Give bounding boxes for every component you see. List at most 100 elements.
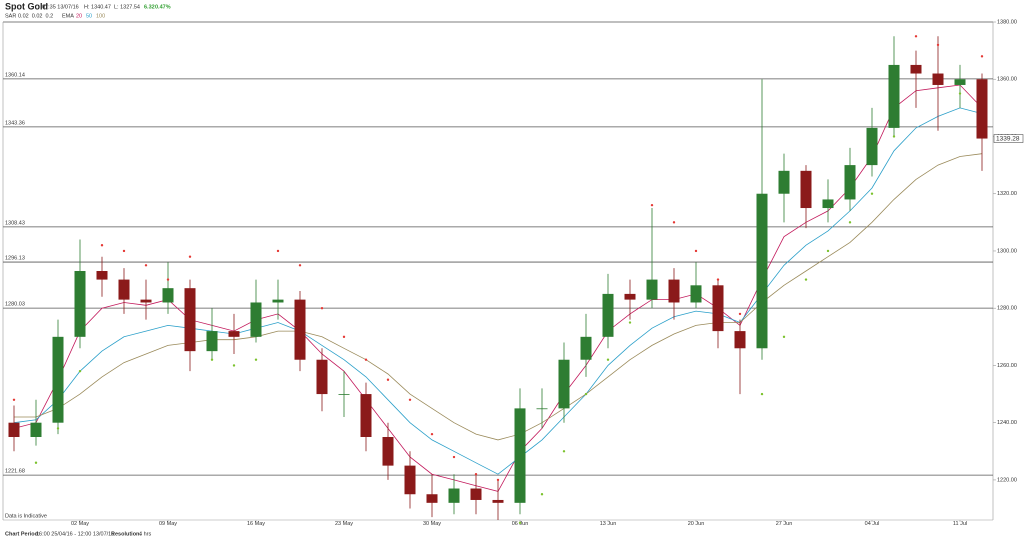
quote-change: 6.32 [144, 4, 155, 10]
candle-body [712, 285, 724, 332]
legend-entry: 100 [96, 13, 105, 19]
x-tick-label: 30 May [423, 521, 441, 527]
sar-dot [298, 264, 302, 267]
y-tick-label: 1320.00 [997, 191, 1017, 197]
sar-dot [122, 249, 126, 253]
y-tick-label: 1360.00 [997, 77, 1017, 83]
sar-dot [34, 461, 38, 464]
sar-dot [628, 321, 632, 324]
candle-body [74, 271, 86, 337]
ema-label: EMA [62, 13, 74, 19]
candle-body [558, 359, 570, 409]
sar-dot [738, 312, 742, 316]
candle-body [250, 302, 262, 337]
candle-body [602, 293, 614, 337]
candle-body [646, 279, 658, 300]
y-tick-label: 1260.00 [997, 363, 1017, 369]
legend-entry: 50 [86, 13, 92, 19]
candle-body [888, 64, 900, 128]
sar-dot [716, 278, 720, 281]
candle-body [514, 408, 526, 503]
period: 16:00 25/04/16 - 12:00 13/07/16 [36, 531, 114, 537]
ema-line [14, 153, 983, 441]
sar-dot [518, 521, 522, 525]
sar-dot [650, 203, 654, 207]
sar-dot [452, 455, 456, 459]
period-label: Chart Period: [5, 531, 40, 537]
x-tick-label: 04 Jul [865, 521, 880, 527]
sar-dot [496, 478, 500, 482]
sar-dot [276, 249, 280, 253]
candle-body [184, 288, 196, 352]
candle-body [448, 488, 460, 503]
candle-body [272, 299, 284, 303]
sar-label: SAR [5, 13, 16, 19]
x-tick-label: 02 May [71, 521, 89, 527]
sar-dot [694, 249, 698, 253]
sar-dot [386, 378, 390, 381]
sar-dot [584, 392, 588, 396]
candle-body [382, 437, 394, 466]
candle-body [844, 165, 856, 200]
candle-body [404, 465, 416, 495]
x-tick-label: 13 Jun [600, 521, 617, 527]
x-tick-label: 20 Jun [688, 521, 705, 527]
candle-body [316, 359, 328, 395]
quote-low: L: 1327.54 [114, 4, 140, 10]
sar-params: 0.02 0.02 0.2 [18, 13, 53, 19]
sar-dot [254, 358, 258, 361]
sar-dot [232, 364, 236, 367]
sar-dot [342, 335, 346, 339]
sar-dot [56, 427, 60, 430]
sar-dot [166, 278, 170, 281]
candle-body [162, 288, 174, 303]
sar-dot [892, 135, 896, 138]
candle-body [866, 127, 878, 166]
sar-dot [958, 92, 962, 95]
candle-body [228, 331, 240, 337]
candle-body [8, 422, 20, 437]
x-tick-label: 11 Jul [953, 521, 967, 527]
sar-dot [804, 278, 808, 281]
sar-dot [430, 432, 434, 436]
sar-dot [540, 493, 544, 496]
y-tick-label: 1300.00 [997, 248, 1017, 254]
sar-dot [760, 392, 764, 396]
candle-body [30, 422, 42, 437]
x-tick-label: 23 May [335, 521, 353, 527]
sar-dot [364, 358, 368, 361]
sar-dot [914, 35, 918, 38]
candle-body [778, 170, 790, 194]
candle-body [690, 285, 702, 303]
candle-body [734, 331, 746, 349]
candle-body [426, 494, 438, 503]
sar-dot [782, 335, 786, 339]
x-tick-label: 09 May [159, 521, 177, 527]
candle-body [976, 79, 988, 139]
sar-dot [980, 55, 984, 58]
price-tag-label: 1339.28 [996, 135, 1020, 142]
y-tick-label: 1380.00 [997, 19, 1017, 25]
sar-dot [672, 221, 676, 224]
candle-body [668, 279, 680, 303]
candle-body [338, 394, 350, 395]
candle-body [52, 336, 64, 423]
candle-body [140, 299, 152, 303]
disclaimer: Data is Indicative [5, 513, 47, 519]
level-label: 1343.36 [5, 120, 25, 126]
sar-dot [100, 244, 104, 247]
candle-body [294, 299, 306, 360]
x-tick-label: 27 Jun [776, 521, 793, 527]
quote-high: H: 1340.47 [84, 4, 111, 10]
level-label: 1308.43 [5, 220, 25, 226]
quote-time: 07:35 13/07/16 [42, 4, 79, 10]
candle-body [954, 79, 966, 85]
candle-body [800, 170, 812, 209]
ema-line [13, 107, 983, 475]
candle-body [822, 199, 834, 209]
sar-dot [936, 43, 940, 47]
candle-body [932, 73, 944, 85]
resolution-label: Resolution: [111, 531, 141, 537]
candle-body [470, 488, 482, 500]
